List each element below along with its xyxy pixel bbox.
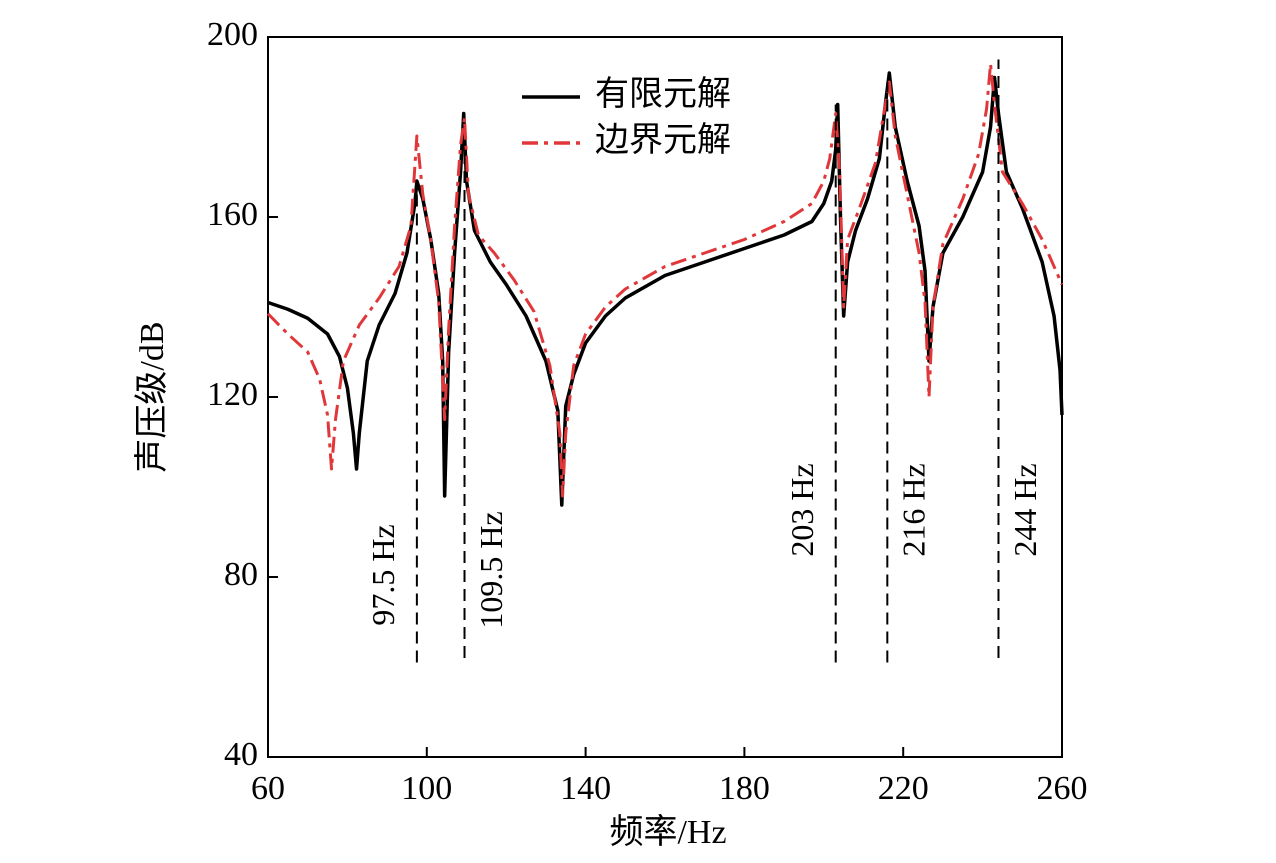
annotation-label: 203 Hz: [784, 463, 820, 556]
y-tick-label: 200: [207, 16, 258, 53]
annotation-label: 244 Hz: [1007, 463, 1043, 556]
y-tick-label: 120: [207, 376, 258, 413]
y-tick-label: 160: [207, 196, 258, 233]
annotation-label: 109.5 Hz: [473, 511, 509, 628]
legend-label: 有限元解: [595, 75, 731, 113]
y-axis-label: 声压级/dB: [133, 321, 171, 472]
x-tick-label: 60: [251, 770, 285, 807]
x-tick-label: 140: [560, 770, 611, 807]
y-tick-label: 40: [224, 736, 258, 773]
x-tick-label: 100: [401, 770, 452, 807]
series-line: [266, 62, 1064, 498]
x-tick-label: 260: [1037, 770, 1088, 807]
x-tick-label: 220: [878, 770, 929, 807]
annotation-label: 97.5 Hz: [365, 524, 401, 625]
x-axis-label: 频率/Hz: [609, 813, 726, 851]
annotation-label: 216 Hz: [896, 463, 932, 556]
y-tick-label: 80: [224, 556, 258, 593]
x-tick-label: 180: [719, 770, 770, 807]
legend-label: 边界元解: [595, 121, 731, 159]
